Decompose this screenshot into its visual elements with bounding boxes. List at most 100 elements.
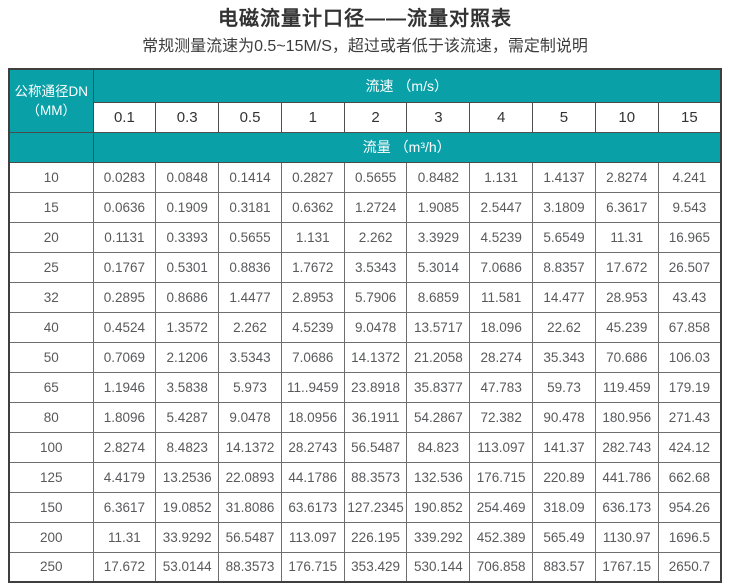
dn-cell: 20 [8, 221, 94, 253]
corner-header-line1: 公称通径DN [14, 83, 89, 99]
velocity-header: 流速 （m/s） [92, 68, 722, 103]
dn-cell: 250 [8, 551, 94, 583]
flow-value-cell: 176.715 [280, 551, 345, 583]
flow-value-cell: 22.0893 [218, 461, 282, 493]
flow-value-cell: 226.195 [343, 521, 408, 553]
flow-value-cell: 1130.97 [594, 521, 659, 553]
flow-value-cell: 17.672 [594, 251, 659, 283]
velocity-header-row: 公称通径DN （MM） 流速 （m/s） [8, 68, 722, 133]
flow-value-cell: 54.2867 [406, 401, 471, 433]
flow-value-cell: 0.6362 [280, 191, 345, 223]
flow-value-cell: 0.1909 [155, 191, 220, 223]
flow-value-cell: 706.858 [469, 551, 534, 583]
flow-value-cell: 28.2743 [280, 431, 345, 463]
flow-value-cell: 16.965 [657, 221, 722, 253]
flow-value-cell: 4.5239 [280, 311, 345, 343]
flow-value-cell: 0.4524 [92, 311, 157, 343]
flow-value-cell: 662.68 [657, 461, 722, 493]
flow-value-cell: 1.2724 [343, 191, 408, 223]
flow-value-cell: 36.1911 [343, 401, 408, 433]
table-row: 100 2.8274 8.4823 14.1372 28.2743 56.5487 84.8… [8, 431, 722, 463]
flow-value-cell: 530.144 [406, 551, 471, 583]
flow-value-cell: 254.469 [469, 491, 534, 523]
flow-value-cell: 0.2827 [280, 161, 345, 193]
flow-value-cell: 33.9292 [155, 521, 220, 553]
flow-value-cell: 1.1946 [92, 371, 157, 403]
flow-value-cell: 4.5239 [469, 221, 534, 253]
flow-value-cell: 0.1131 [92, 221, 157, 253]
flow-value-cell: 19.0852 [155, 491, 220, 523]
flow-value-cell: 5.7906 [343, 281, 408, 313]
flow-value-cell: 9.543 [657, 191, 722, 223]
flow-value-cell: 2.8274 [92, 431, 157, 463]
flow-value-cell: 0.3393 [155, 221, 220, 253]
flow-comparison-table: 公称通径DN （MM） 流速 （m/s） 0.1 0.3 0.5 1 2 3 4 5 10 15 … [8, 68, 722, 583]
flow-value-cell: 176.715 [469, 461, 534, 493]
flow-value-cell: 190.852 [406, 491, 471, 523]
flow-value-cell: 0.5655 [343, 161, 408, 193]
flow-value-cell: 17.672 [92, 551, 157, 583]
flow-value-cell: 5.3014 [406, 251, 471, 283]
velocity-column-header: 10 [594, 101, 659, 133]
flow-value-cell: 141.37 [532, 431, 596, 463]
velocity-column-header: 15 [657, 101, 722, 133]
flow-value-cell: 1.3572 [155, 311, 220, 343]
table-row: 125 4.4179 13.2536 22.0893 44.1786 88.3573 132… [8, 461, 722, 493]
flow-value-cell: 13.2536 [155, 461, 220, 493]
corner-header-dn: 公称通径DN （MM） [8, 68, 94, 133]
velocity-column-header: 4 [469, 101, 534, 133]
flow-value-cell: 56.5487 [218, 521, 282, 553]
table-row: 40 0.4524 1.3572 2.262 4.5239 9.0478 13.5717 18… [8, 311, 722, 343]
flow-value-cell: 70.686 [594, 341, 659, 373]
flow-value-cell: 26.507 [657, 251, 722, 283]
flow-value-cell: 0.5655 [218, 221, 282, 253]
velocity-column-header: 0.3 [155, 101, 220, 133]
table-body: 10 0.0283 0.0848 0.1414 0.2827 0.5655 0.8482 1.… [8, 161, 722, 583]
flow-value-cell: 9.0478 [218, 401, 282, 433]
table-row: 50 0.7069 2.1206 3.5343 7.0686 14.1372 21.2058… [8, 341, 722, 373]
flow-value-cell: 1.131 [469, 161, 534, 193]
dn-cell: 80 [8, 401, 94, 433]
flow-value-cell: 271.43 [657, 401, 722, 433]
flow-value-cell: 0.1414 [218, 161, 282, 193]
table-row: 80 1.8096 5.4287 9.0478 18.0956 36.1911 54.286… [8, 401, 722, 433]
flow-value-cell: 88.3573 [218, 551, 282, 583]
flow-value-cell: 1.8096 [92, 401, 157, 433]
flow-value-cell: 11.581 [469, 281, 534, 313]
velocity-column-header: 0.5 [218, 101, 282, 133]
flow-value-cell: 2.262 [343, 221, 408, 253]
flow-value-cell: 4.241 [657, 161, 722, 193]
velocity-values-row: 0.1 0.3 0.5 1 2 3 4 5 10 15 [9, 101, 722, 133]
flow-value-cell: 636.173 [594, 491, 659, 523]
flow-value-cell: 318.09 [532, 491, 596, 523]
flow-value-cell: 565.49 [532, 521, 596, 553]
dn-cell: 32 [8, 281, 94, 313]
flow-value-cell: 3.5343 [218, 341, 282, 373]
flow-value-cell: 119.459 [594, 371, 659, 403]
flow-value-cell: 106.03 [657, 341, 722, 373]
flow-value-cell: 8.4823 [155, 431, 220, 463]
flow-value-cell: 28.274 [469, 341, 534, 373]
flow-value-cell: 44.1786 [280, 461, 345, 493]
flow-value-cell: 11.31 [594, 221, 659, 253]
flow-value-cell: 11.31 [92, 521, 157, 553]
flow-value-cell: 8.8357 [532, 251, 596, 283]
flow-value-cell: 2.8274 [594, 161, 659, 193]
flow-value-cell: 18.096 [469, 311, 534, 343]
flow-value-cell: 2.1206 [155, 341, 220, 373]
table-row: 250 17.672 53.0144 88.3573 176.715 353.429 530… [8, 551, 722, 583]
flow-value-cell: 28.953 [594, 281, 659, 313]
flow-value-cell: 21.2058 [406, 341, 471, 373]
flow-value-cell: 1.7672 [280, 251, 345, 283]
flow-value-cell: 441.786 [594, 461, 659, 493]
velocity-column-header: 2 [343, 101, 408, 133]
flow-value-cell: 23.8918 [343, 371, 408, 403]
flow-value-cell: 7.0686 [280, 341, 345, 373]
table-row: 15 0.0636 0.1909 0.3181 0.6362 1.2724 1.9085 2.… [8, 191, 722, 223]
page-title: 电磁流量计口径——流量对照表 [218, 8, 512, 30]
flow-value-cell: 3.5343 [343, 251, 408, 283]
flow-value-cell: 1696.5 [657, 521, 722, 553]
flow-comparison-table-wrap: 公称通径DN （MM） 流速 （m/s） 0.1 0.3 0.5 1 2 3 4 5 10 15 … [8, 68, 722, 583]
dn-cell: 50 [8, 341, 94, 373]
flow-value-cell: 14.477 [532, 281, 596, 313]
